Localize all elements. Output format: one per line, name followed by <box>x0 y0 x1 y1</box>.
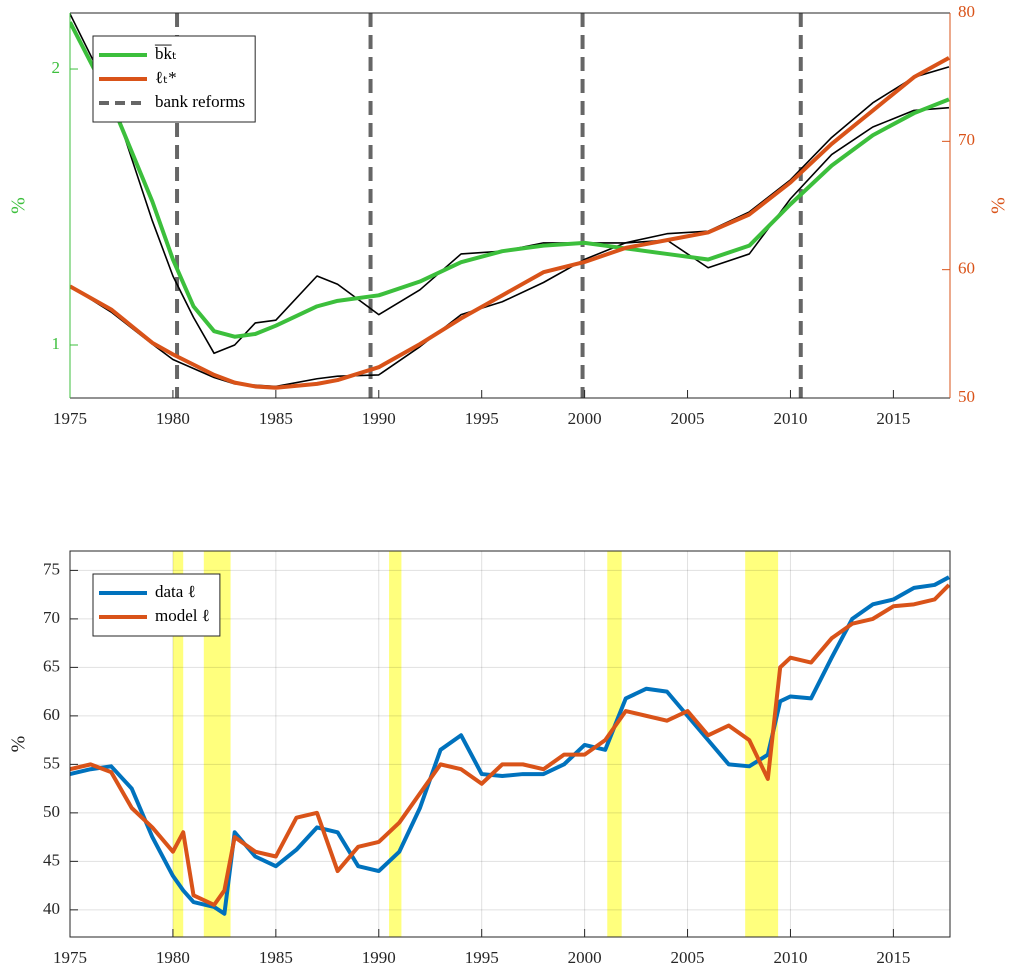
y-tick-label: 1 <box>52 334 61 353</box>
y-axis-label: % <box>8 736 30 753</box>
y-tick-label: 65 <box>43 656 60 675</box>
legend-label: model ℓ <box>155 606 210 625</box>
x-tick-label: 1990 <box>362 409 396 428</box>
legend-label: b̅k̅ₜ <box>154 44 177 63</box>
y-tick-label: 2 <box>52 58 61 77</box>
x-tick-label: 2000 <box>568 948 602 967</box>
x-tick-label: 1985 <box>259 948 293 967</box>
x-tick-label: 2000 <box>568 409 602 428</box>
series-line <box>70 575 950 916</box>
y-tick-label: 70 <box>43 608 60 627</box>
y-tick-label: 60 <box>43 705 60 724</box>
plot-area <box>70 551 950 937</box>
x-tick-label: 1975 <box>53 409 87 428</box>
x-tick-label: 1990 <box>362 948 396 967</box>
legend-label: ℓₜ* <box>155 68 177 87</box>
y-tick-label: 50 <box>43 802 60 821</box>
x-tick-label: 2015 <box>876 409 910 428</box>
y2-axis-label: % <box>988 197 1010 214</box>
x-tick-label: 1980 <box>156 948 190 967</box>
x-tick-label: 1980 <box>156 409 190 428</box>
y-tick-label: 40 <box>43 899 60 918</box>
shaded-range <box>389 551 402 937</box>
shaded-range <box>607 551 622 937</box>
x-tick-label: 1985 <box>259 409 293 428</box>
shaded-range <box>172 551 184 937</box>
legend-label: bank reforms <box>155 92 245 111</box>
y2-tick-label: 50 <box>958 387 975 406</box>
legend: b̅k̅ₜ ℓₜ* bank reforms <box>92 35 256 123</box>
legend: data ℓ model ℓ <box>92 573 221 637</box>
y-tick-label: 45 <box>43 850 60 869</box>
y-tick-label: 55 <box>43 753 60 772</box>
y2-tick-label: 60 <box>958 259 975 278</box>
y-tick-label: 75 <box>43 559 60 578</box>
y-axis-label: % <box>8 197 30 214</box>
series-line <box>70 21 950 339</box>
legend-label: data ℓ <box>155 582 196 601</box>
x-tick-label: 1995 <box>465 409 499 428</box>
x-tick-label: 2010 <box>773 409 807 428</box>
x-tick-label: 2015 <box>876 948 910 967</box>
y2-tick-label: 70 <box>958 130 975 149</box>
legend-box <box>92 573 221 637</box>
x-tick-label: 1995 <box>465 948 499 967</box>
plot-area <box>70 13 950 398</box>
x-tick-label: 2005 <box>671 409 705 428</box>
x-tick-label: 2010 <box>773 948 807 967</box>
y2-tick-label: 80 <box>958 2 975 21</box>
series-line <box>70 56 950 390</box>
series-line <box>70 583 950 907</box>
x-tick-label: 1975 <box>53 948 87 967</box>
x-tick-label: 2005 <box>671 948 705 967</box>
plot-frame <box>69 550 951 938</box>
